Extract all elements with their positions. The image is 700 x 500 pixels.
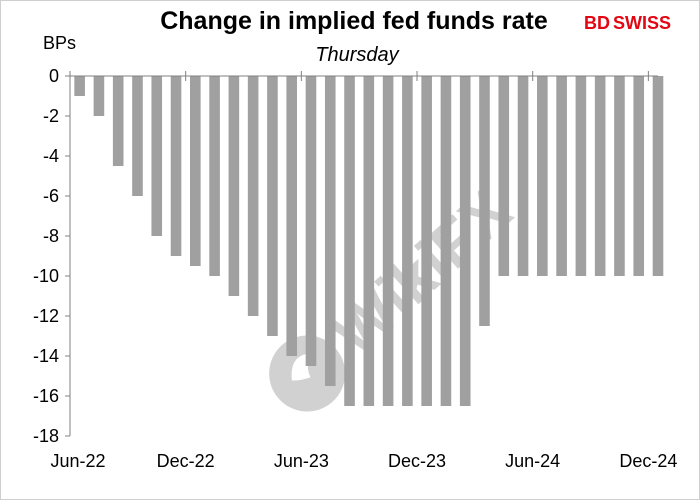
bar-Jul-22 [93,76,105,116]
bar-Feb-24 [459,76,471,406]
bar-Jan-24 [440,76,452,406]
bar-Jun-23 [305,76,317,366]
bar-Jul-23 [324,76,336,386]
y-tick-label: -2 [43,106,59,126]
bar-Feb-23 [228,76,240,296]
y-axis-unit: BPs [43,33,76,53]
bar-Jun-22 [74,76,85,96]
x-tick-label: Jun-22 [50,451,105,471]
bar-Mar-24 [479,76,490,326]
bars [74,76,664,406]
y-tick-label: -6 [43,186,59,206]
chart-title: Change in implied fed funds rate [160,7,548,35]
bar-Sep-24 [594,76,606,276]
bar-Dec-23 [421,76,432,406]
bar-May-24 [517,76,529,276]
x-tick-label: Jun-23 [274,451,329,471]
y-tick-label: -10 [33,266,59,286]
y-tick-label: -16 [33,386,59,406]
bar-Nov-22 [170,76,182,256]
bar-Sep-23 [363,76,375,406]
brand-logo-swiss: SWISS [613,13,671,33]
bar-Apr-24 [498,76,510,276]
bar-Jul-24 [556,76,567,276]
bar-Jun-24 [537,76,548,276]
bar-Oct-22 [151,76,163,236]
bar-Aug-22 [112,76,124,166]
bar-Jan-23 [209,76,220,276]
x-tick-label: Jun-24 [505,451,560,471]
chart-subtitle: Thursday [315,44,399,66]
y-tick-label: -14 [33,346,59,366]
brand-logo: BD SWISS [584,13,671,33]
brand-logo-bd: BD [584,13,610,33]
y-tick-label: 0 [49,66,59,86]
bar-Apr-23 [267,76,278,336]
y-tick-label: -12 [33,306,59,326]
bar-Dec-24 [652,76,664,276]
y-tick-label: -8 [43,226,59,246]
x-tick-label: Dec-22 [157,451,215,471]
x-tick-label: Dec-23 [388,451,446,471]
bar-Oct-23 [382,76,394,406]
bar-Mar-23 [247,76,259,316]
x-tick-label: Dec-24 [619,451,677,471]
y-tick-label: -18 [33,426,59,446]
bar-May-23 [286,76,298,356]
bar-Aug-23 [344,76,355,406]
bar-Dec-22 [190,76,201,266]
x-axis: Jun-22 Dec-22 Jun-23 Dec-23 Jun-24 Dec-24 [50,71,677,471]
y-axis: 0 -2 -4 -6 -8 -10 -12 -14 -16 -18 [33,66,71,446]
bar-Nov-23 [402,76,413,406]
bar-Sep-22 [132,76,143,196]
bar-Nov-24 [633,76,645,276]
bar-Oct-24 [614,76,625,276]
y-tick-label: -4 [43,146,59,166]
bar-Aug-24 [575,76,587,276]
